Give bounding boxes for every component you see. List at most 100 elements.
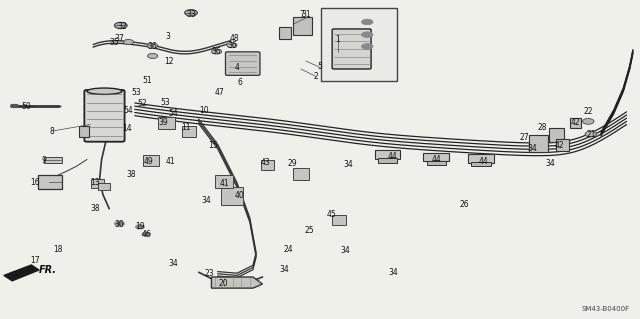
Text: 39: 39 [158, 118, 168, 128]
Text: 15: 15 [208, 141, 218, 150]
Text: 25: 25 [305, 226, 315, 234]
Circle shape [115, 22, 127, 29]
Text: 51: 51 [143, 76, 152, 85]
Text: 18: 18 [53, 245, 63, 254]
Bar [468, 154, 493, 163]
Text: 33: 33 [186, 10, 196, 19]
Text: 44: 44 [479, 157, 488, 166]
Text: 3: 3 [166, 32, 170, 41]
Text: 36: 36 [212, 47, 221, 56]
Bar [215, 175, 233, 188]
Text: 47: 47 [214, 88, 224, 97]
FancyBboxPatch shape [84, 90, 125, 142]
Circle shape [148, 43, 158, 48]
Text: 38: 38 [126, 170, 136, 179]
Bar [221, 187, 243, 205]
Text: 49: 49 [144, 157, 154, 166]
Ellipse shape [87, 88, 122, 94]
Circle shape [362, 19, 373, 25]
FancyBboxPatch shape [225, 52, 260, 75]
Bar [79, 126, 89, 137]
Bar [375, 150, 401, 159]
Bar [332, 215, 346, 225]
Text: 20: 20 [218, 279, 228, 288]
Circle shape [362, 32, 373, 38]
Text: 41: 41 [166, 157, 175, 166]
Bar [427, 161, 446, 165]
Text: 21: 21 [586, 130, 596, 139]
Bar [529, 135, 548, 152]
Text: 34: 34 [280, 264, 289, 274]
Circle shape [362, 44, 373, 49]
Bar [99, 182, 110, 190]
Circle shape [142, 232, 151, 236]
Text: 31: 31 [301, 11, 311, 19]
Text: 34: 34 [202, 196, 211, 205]
Bar [44, 157, 62, 163]
Circle shape [211, 49, 221, 54]
Text: 54: 54 [124, 106, 133, 115]
Text: 7: 7 [300, 10, 305, 19]
Polygon shape [4, 265, 39, 281]
Text: SM43-B0400F: SM43-B0400F [582, 307, 630, 312]
Bar [556, 139, 569, 151]
Text: 11: 11 [181, 122, 191, 132]
Circle shape [184, 10, 197, 16]
Text: 42: 42 [571, 117, 580, 127]
Text: 52: 52 [138, 100, 147, 108]
Circle shape [582, 119, 594, 124]
Text: 10: 10 [199, 106, 209, 115]
Text: 34: 34 [340, 246, 351, 255]
Text: 17: 17 [30, 256, 40, 265]
Bar [570, 118, 581, 128]
Text: 50: 50 [21, 102, 31, 111]
Circle shape [115, 221, 125, 226]
Text: 42: 42 [555, 141, 564, 150]
Text: 6: 6 [237, 78, 242, 87]
Text: 29: 29 [287, 159, 297, 168]
Text: 26: 26 [460, 200, 469, 209]
Text: 4: 4 [234, 63, 239, 72]
Text: 45: 45 [326, 210, 337, 219]
Bar [38, 175, 62, 189]
Text: 5: 5 [317, 62, 323, 71]
Text: 41: 41 [220, 179, 229, 188]
Text: 19: 19 [135, 222, 145, 231]
Text: 46: 46 [141, 230, 151, 239]
Text: 1: 1 [335, 35, 340, 44]
Text: 34: 34 [528, 144, 538, 153]
Circle shape [148, 53, 158, 58]
Bar [321, 8, 397, 81]
Bar [292, 17, 312, 35]
Text: 53: 53 [161, 99, 170, 108]
Bar [159, 117, 175, 129]
Text: 28: 28 [538, 122, 547, 132]
Text: 23: 23 [204, 269, 214, 278]
Text: 36: 36 [227, 41, 237, 50]
Text: 37: 37 [115, 34, 124, 43]
Text: 44: 44 [431, 155, 441, 164]
Text: 2: 2 [313, 72, 318, 81]
Text: 9: 9 [42, 156, 47, 165]
Text: 35: 35 [109, 38, 119, 47]
Text: 48: 48 [230, 34, 239, 43]
Text: 13: 13 [90, 178, 100, 187]
Text: 38: 38 [90, 204, 100, 213]
Text: 12: 12 [164, 57, 174, 66]
Text: 43: 43 [260, 158, 270, 167]
Text: 36: 36 [148, 42, 157, 51]
Text: 34: 34 [168, 259, 178, 268]
Text: 34: 34 [343, 160, 353, 169]
Bar [92, 179, 104, 188]
Bar [293, 168, 309, 180]
Text: 34: 34 [545, 159, 555, 168]
Text: 40: 40 [235, 190, 244, 200]
Circle shape [227, 43, 237, 48]
Bar [471, 162, 490, 167]
Circle shape [585, 131, 596, 137]
Text: 22: 22 [584, 107, 593, 116]
Text: 54: 54 [168, 109, 178, 118]
Bar [378, 158, 397, 163]
Text: 44: 44 [388, 152, 397, 161]
Bar [143, 155, 159, 166]
